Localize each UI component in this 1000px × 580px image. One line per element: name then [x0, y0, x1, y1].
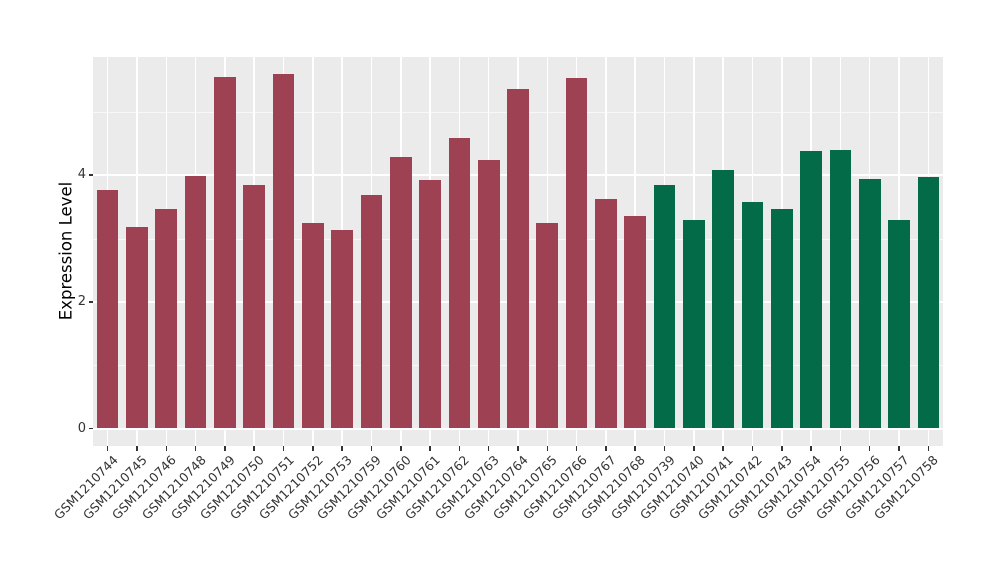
plot-panel: [93, 57, 943, 446]
bar: [741, 202, 764, 429]
y-tick-mark: [89, 427, 93, 430]
x-tick-mark: [781, 446, 783, 451]
bar: [301, 223, 324, 429]
bar: [683, 219, 705, 429]
x-tick-mark: [898, 446, 900, 451]
bar: [184, 176, 207, 429]
x-tick-mark: [722, 446, 724, 451]
x-tick-mark: [546, 446, 549, 451]
bar: [770, 208, 793, 429]
bar: [565, 77, 588, 429]
bar: [214, 77, 236, 429]
bar: [96, 190, 119, 429]
bar: [126, 227, 148, 429]
x-tick-mark: [282, 446, 285, 451]
bar: [653, 184, 676, 429]
x-tick-mark: [136, 446, 138, 451]
bar: [888, 219, 910, 429]
x-tick-mark: [400, 446, 402, 451]
bar: [272, 73, 295, 429]
x-tick-mark: [810, 446, 812, 451]
x-tick-mark: [370, 446, 373, 451]
x-tick-mark: [868, 446, 871, 451]
y-tick-mark: [89, 301, 93, 303]
gridline-major: [93, 427, 943, 430]
x-tick-mark: [693, 446, 695, 451]
bar: [331, 229, 353, 429]
x-tick-mark: [575, 446, 578, 451]
bar: [419, 180, 441, 429]
y-tick-label: 2: [77, 293, 86, 309]
bar: [155, 208, 178, 429]
y-tick-label: 4: [77, 167, 86, 183]
x-tick-mark: [517, 446, 519, 451]
x-tick-mark: [634, 446, 636, 451]
x-tick-mark: [429, 446, 431, 451]
x-tick-mark: [487, 446, 490, 451]
x-tick-mark: [927, 446, 930, 451]
bar: [507, 89, 529, 429]
x-tick-mark: [605, 446, 607, 451]
bar: [536, 223, 559, 429]
x-tick-mark: [106, 446, 109, 451]
y-tick-mark: [89, 174, 93, 176]
x-tick-mark: [458, 446, 461, 451]
bar: [360, 194, 383, 429]
x-tick-mark: [751, 446, 754, 451]
bar: [448, 137, 471, 429]
x-tick-mark: [194, 446, 197, 451]
bar: [624, 215, 647, 429]
bar: [712, 169, 734, 429]
bar: [858, 179, 881, 429]
bar: [389, 156, 412, 429]
bar: [800, 151, 822, 429]
x-tick-mark: [224, 446, 226, 451]
x-tick-mark: [341, 446, 343, 451]
bar: [243, 184, 266, 429]
x-tick-mark: [839, 446, 842, 451]
bar: [917, 177, 940, 429]
bar: [595, 199, 617, 429]
x-tick-mark: [663, 446, 666, 451]
x-tick-mark: [165, 446, 168, 451]
y-tick-label: 0: [77, 420, 86, 436]
x-tick-mark: [253, 446, 255, 451]
bar: [477, 160, 500, 429]
bar: [829, 149, 852, 429]
x-tick-mark: [312, 446, 314, 451]
